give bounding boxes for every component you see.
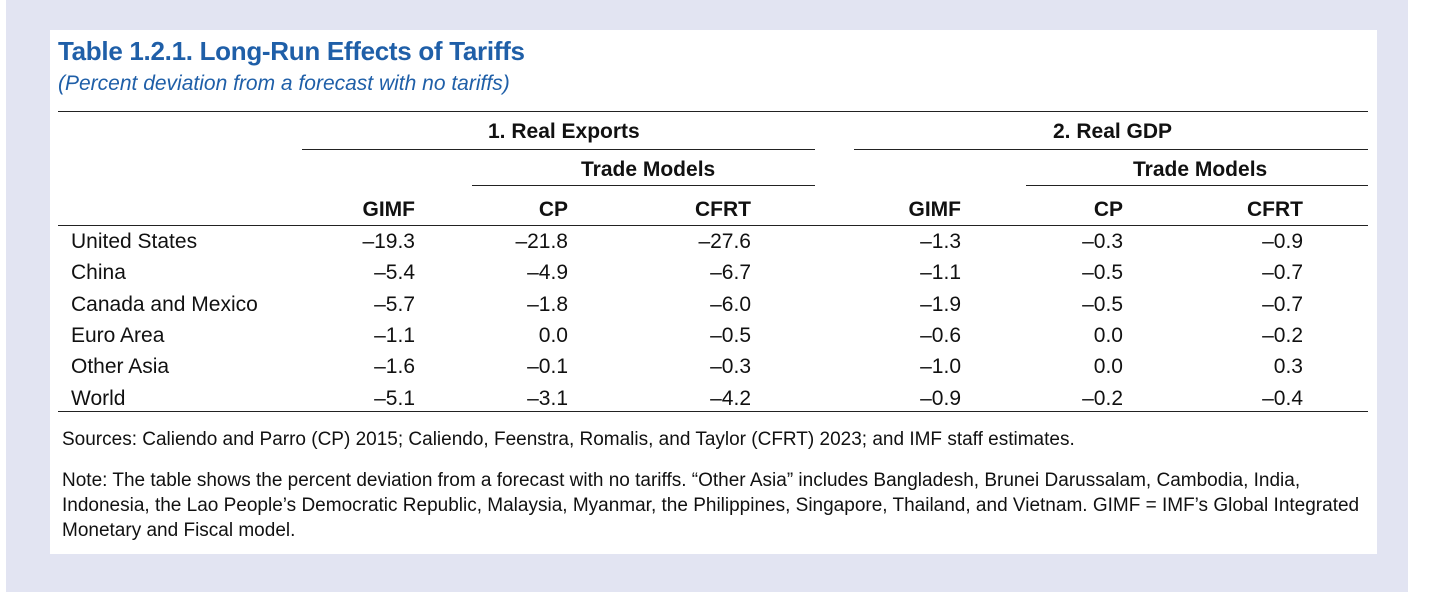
table-cell: –0.5 <box>1082 261 1123 285</box>
header-bottom-rule <box>58 225 1368 226</box>
col-header-gimf-gdp: GIMF <box>908 198 962 221</box>
table-cell: –3.1 <box>527 386 568 410</box>
table-cell: –1.6 <box>374 355 415 379</box>
col-header-cfrt-gdp: CFRT <box>1247 198 1303 221</box>
sources-note: Sources: Caliendo and Parro (CP) 2015; C… <box>62 429 1075 450</box>
table-cell: –5.1 <box>374 386 415 410</box>
row-label: Other Asia <box>71 355 170 379</box>
col-header-cp-gdp: CP <box>1093 198 1123 221</box>
table-cell: –0.3 <box>1082 230 1123 253</box>
table-cell: –6.0 <box>710 292 751 316</box>
table-panel: Table 1.2.1. Long-Run Effects of Tariffs… <box>50 30 1377 554</box>
bottom-rule <box>58 411 1368 412</box>
table-cell: –0.5 <box>710 323 751 347</box>
table-cell: 0.0 <box>1093 323 1123 347</box>
row-label: World <box>71 386 126 410</box>
row-label: United States <box>71 230 198 253</box>
table-cell: –1.0 <box>920 355 961 379</box>
gdp-group-rule <box>854 149 1368 150</box>
figure-background: Table 1.2.1. Long-Run Effects of Tariffs… <box>6 0 1408 592</box>
trade-models-header-exports: Trade Models <box>581 158 716 181</box>
exports-trade-models-rule <box>472 185 815 186</box>
table-cell: –0.7 <box>1262 292 1303 316</box>
table-cell: –0.1 <box>527 355 568 379</box>
top-rule <box>58 111 1368 112</box>
table-cell: –1.1 <box>920 261 961 285</box>
gdp-trade-models-rule <box>1026 185 1368 186</box>
trade-models-header-gdp: Trade Models <box>1133 158 1268 181</box>
table-cell: –5.7 <box>374 292 415 316</box>
table-cell: 0.0 <box>1093 355 1123 379</box>
explanatory-note: Note: The table shows the percent deviat… <box>62 470 1360 541</box>
table-cell: –0.2 <box>1262 323 1303 347</box>
table-cell: –0.7 <box>1262 261 1303 285</box>
table-cell: –0.9 <box>1262 230 1303 253</box>
table-cell: –0.3 <box>710 355 751 379</box>
table-cell: –27.6 <box>698 230 751 253</box>
table-cell: –4.9 <box>527 261 568 285</box>
table-cell: –0.5 <box>1082 292 1123 316</box>
row-label: China <box>71 261 126 285</box>
col-header-gimf-exports: GIMF <box>362 198 416 221</box>
table-cell: –1.3 <box>920 230 961 253</box>
table-cell: –0.4 <box>1262 386 1303 410</box>
table-cell: –21.8 <box>515 230 568 253</box>
table-cell: –1.1 <box>374 323 415 347</box>
table-title: Table 1.2.1. Long-Run Effects of Tariffs <box>58 36 525 66</box>
exports-group-rule <box>302 149 815 150</box>
table-subtitle: (Percent deviation from a forecast with … <box>58 72 510 95</box>
table-cell: –4.2 <box>710 386 751 410</box>
row-label: Canada and Mexico <box>71 292 258 316</box>
table-cell: 0.0 <box>538 323 568 347</box>
table-cell: –0.6 <box>920 323 961 347</box>
table-cell: –0.9 <box>920 386 961 410</box>
table-cell: –6.7 <box>710 261 751 285</box>
table-cell: 0.3 <box>1273 355 1303 379</box>
row-label: Euro Area <box>71 323 165 347</box>
table-cell: –5.4 <box>374 261 415 285</box>
col-header-cfrt-exports: CFRT <box>695 198 751 221</box>
group-header-gdp: 2. Real GDP <box>1053 120 1173 143</box>
col-header-cp-exports: CP <box>538 198 568 221</box>
table-cell: –19.3 <box>362 230 415 253</box>
table-cell: –0.2 <box>1082 386 1123 410</box>
table-cell: –1.9 <box>920 292 961 316</box>
table-cell: –1.8 <box>527 292 568 316</box>
group-header-exports: 1. Real Exports <box>488 120 640 143</box>
